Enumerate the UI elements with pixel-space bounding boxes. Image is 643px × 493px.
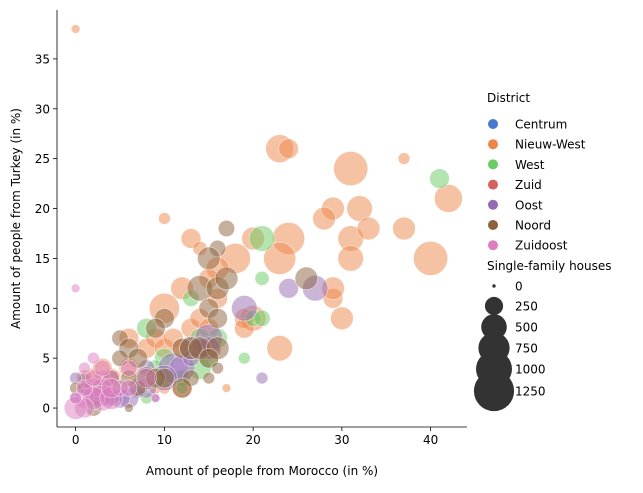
data-point-west bbox=[248, 225, 276, 252]
x-ticks: 0 10 20 30 40 bbox=[72, 427, 438, 447]
y-ticks: 0 5 10 15 20 25 30 35 bbox=[35, 52, 57, 416]
data-point-nieuw-west bbox=[397, 152, 411, 165]
data-point-noord bbox=[294, 266, 319, 291]
data-point-nieuw-west bbox=[330, 306, 354, 330]
y-tick-label: 15 bbox=[35, 252, 50, 266]
size-legend-label: 1000 bbox=[515, 363, 546, 377]
data-point-nieuw-west bbox=[333, 151, 369, 187]
size-legend-label: 1250 bbox=[515, 385, 546, 399]
legend-label: Oost bbox=[515, 198, 543, 212]
size-legend-marker bbox=[481, 314, 507, 340]
data-point-zuidoost bbox=[70, 283, 81, 293]
data-point-zuidoost bbox=[93, 359, 111, 377]
x-tick-label: 40 bbox=[423, 433, 438, 447]
size-legend-label: 0 bbox=[515, 280, 523, 294]
data-point-nieuw-west bbox=[434, 184, 463, 213]
data-point-zuidoost bbox=[120, 359, 138, 377]
data-point-nieuw-west bbox=[356, 216, 381, 241]
data-point-noord bbox=[218, 220, 236, 238]
data-point-zuidoost bbox=[120, 379, 138, 397]
x-tick-label: 0 bbox=[72, 433, 80, 447]
data-point-noord bbox=[154, 367, 175, 389]
size-legend-marker bbox=[492, 284, 496, 288]
legend-marker bbox=[488, 220, 498, 230]
legend-label: Zuid bbox=[515, 178, 542, 192]
legend: District Centrum Nieuw-West West Zuid Oost No… bbox=[473, 91, 612, 412]
data-point-nieuw-west bbox=[221, 383, 232, 393]
y-tick-label: 0 bbox=[42, 402, 50, 416]
legend-label: Nieuw-West bbox=[515, 138, 586, 152]
x-tick-label: 20 bbox=[245, 433, 260, 447]
data-point-nieuw-west bbox=[312, 206, 336, 231]
x-axis-label: Amount of people from Morocco (in %) bbox=[146, 464, 378, 478]
data-point-west bbox=[254, 270, 270, 286]
legend-marker bbox=[488, 159, 498, 170]
data-point-noord bbox=[207, 308, 228, 329]
data-point-noord bbox=[197, 246, 221, 271]
data-point-noord bbox=[145, 318, 166, 339]
legend-label: Noord bbox=[515, 219, 551, 233]
data-point-noord bbox=[198, 348, 220, 369]
y-tick-label: 20 bbox=[35, 202, 50, 216]
x-tick-label: 30 bbox=[334, 433, 349, 447]
legend-label: West bbox=[515, 158, 545, 172]
legend-marker bbox=[488, 139, 498, 150]
data-point-oost bbox=[255, 371, 269, 385]
size-legend-label: 750 bbox=[515, 342, 538, 356]
data-point-zuidoost bbox=[87, 352, 100, 365]
y-tick-label: 35 bbox=[35, 52, 50, 66]
data-point-nieuw-west bbox=[278, 138, 299, 159]
legend-label: Zuidoost bbox=[515, 239, 568, 253]
data-point-nieuw-west bbox=[70, 24, 81, 34]
legend-marker bbox=[488, 240, 498, 251]
data-point-zuidoost bbox=[136, 367, 157, 389]
data-point-oost bbox=[278, 278, 299, 299]
y-axis-label: Amount of people from Turkey (in %) bbox=[9, 108, 23, 329]
data-point-west bbox=[429, 168, 450, 189]
y-tick-label: 25 bbox=[35, 152, 50, 166]
data-point-nieuw-west bbox=[337, 245, 364, 272]
legend-marker bbox=[488, 119, 498, 129]
data-point-noord bbox=[211, 361, 224, 375]
y-tick-label: 5 bbox=[42, 352, 50, 366]
data-point-nieuw-west bbox=[263, 241, 297, 275]
data-point-noord bbox=[202, 371, 216, 385]
legend-marker bbox=[488, 179, 498, 190]
y-tick-label: 10 bbox=[35, 302, 50, 316]
data-point-nieuw-west bbox=[158, 212, 171, 225]
data-point-zuidoost bbox=[69, 391, 82, 405]
data-point-noord bbox=[171, 377, 193, 399]
legend-size-title: Single-family houses bbox=[487, 259, 612, 273]
legend-hue-items: Centrum Nieuw-West West Zuid Oost Noord Zuidoo… bbox=[488, 118, 586, 253]
data-point-noord bbox=[214, 266, 239, 291]
data-point-west bbox=[253, 309, 271, 327]
size-legend-label: 250 bbox=[515, 300, 538, 314]
legend-marker bbox=[488, 199, 498, 210]
size-legend-label: 500 bbox=[515, 321, 538, 335]
size-legend-marker bbox=[484, 296, 504, 316]
x-tick-label: 10 bbox=[157, 433, 172, 447]
legend-hue-title: District bbox=[487, 91, 530, 105]
legend-label: Centrum bbox=[515, 118, 567, 132]
data-point-nieuw-west bbox=[392, 216, 416, 241]
data-point-zuidoost bbox=[100, 377, 122, 399]
data-point-zuidoost bbox=[150, 393, 161, 403]
data-point-zuidoost bbox=[78, 361, 91, 375]
points-layer bbox=[63, 24, 463, 420]
data-point-west bbox=[238, 352, 251, 365]
legend-size-items: 0 250 500 750 1000 1250 bbox=[473, 280, 546, 412]
data-point-nieuw-west bbox=[266, 335, 293, 362]
data-point-oost bbox=[231, 295, 258, 322]
size-legend-marker bbox=[473, 370, 515, 412]
data-point-nieuw-west bbox=[413, 240, 449, 276]
axes: 0 10 20 30 40 0 5 10 15 20 25 30 35 bbox=[35, 10, 467, 447]
y-tick-label: 30 bbox=[35, 102, 50, 116]
data-point-noord bbox=[124, 403, 134, 413]
